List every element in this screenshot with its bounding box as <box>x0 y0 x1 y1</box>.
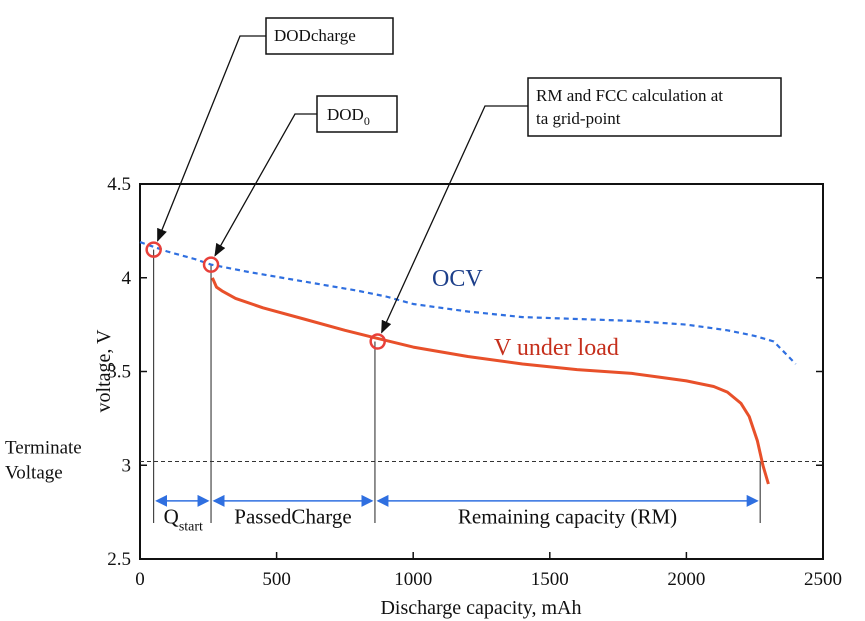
terminate-voltage-label: Voltage <box>5 463 63 484</box>
callout-arrow <box>157 35 266 242</box>
x-axis-label: Discharge capacity, mAh <box>380 597 581 619</box>
x-tick-label: 500 <box>262 569 291 590</box>
x-tick-label: 2500 <box>804 569 842 590</box>
x-tick-label: 1000 <box>394 569 432 590</box>
callout-arrow <box>381 105 528 334</box>
y-axis-label: voltage, V <box>93 329 115 413</box>
plot-frame <box>139 183 824 560</box>
callouts: DODcharge DOD0 RM and FCC calculation at ta… <box>157 17 782 334</box>
point-markers <box>145 241 386 350</box>
callout-box <box>527 77 782 137</box>
vertical-marker-lines <box>153 249 761 523</box>
y-tick-label: 3.5 <box>107 362 131 383</box>
callout-box <box>265 17 394 55</box>
callout-text: DODcharge <box>274 26 356 45</box>
y-tick-label: 3 <box>122 455 132 476</box>
callout-box <box>316 95 398 133</box>
series-lines: OCV V under load <box>139 241 797 485</box>
y-tick-label: 4.5 <box>107 174 131 195</box>
callout-arrow <box>214 113 317 257</box>
callout-text: ta grid-point <box>536 109 621 128</box>
load-voltage-line <box>211 277 770 485</box>
x-tick-label: 1500 <box>531 569 569 590</box>
y-tick-label: 2.5 <box>107 549 131 570</box>
x-tick-label: 0 <box>135 569 145 590</box>
region-label: Remaining capacity (RM) <box>458 504 677 528</box>
y-tick-label: 4 <box>122 268 132 289</box>
series-label: OCV <box>432 266 483 292</box>
capacity-regions: Qstart PassedCharge Remaining capacity (RM… <box>155 494 759 534</box>
point-marker <box>145 241 162 258</box>
region-label: PassedCharge <box>234 504 351 528</box>
reference-lines: Terminate Voltage <box>5 438 823 484</box>
axis-ticks: 0 500 1000 1500 2000 2500 2.5 3 3.5 4 4.5 <box>107 174 842 590</box>
point-marker <box>202 256 220 273</box>
region-label: Qstart <box>164 504 203 534</box>
x-tick-label: 2000 <box>667 569 705 590</box>
callout-text: DOD0 <box>327 105 370 128</box>
ocv-line <box>139 241 797 365</box>
callout-text: RM and FCC calculation at <box>536 86 723 105</box>
terminate-voltage-label: Terminate <box>5 438 82 459</box>
point-marker <box>369 333 386 350</box>
series-label: V under load <box>494 335 619 361</box>
